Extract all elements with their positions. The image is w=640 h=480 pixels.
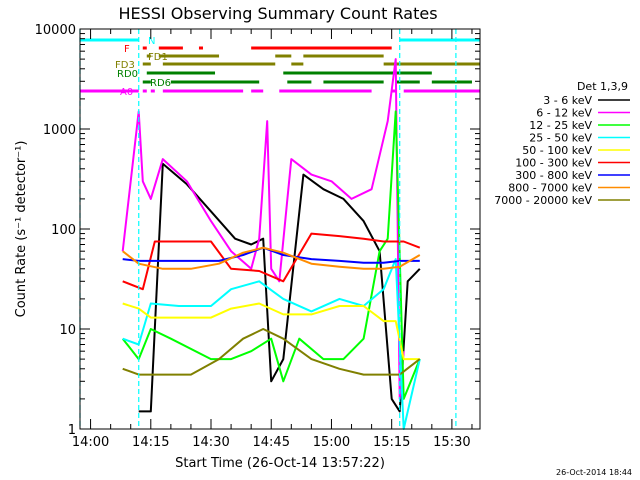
series-line — [122, 246, 420, 264]
x-tick-label: 15:15 — [373, 435, 410, 450]
x-axis-label: Start Time (26-Oct-14 13:57:22) — [175, 456, 385, 471]
legend-label: 12 - 25 keV — [529, 119, 592, 132]
series-line — [122, 258, 421, 430]
flag-label: FD1 — [148, 52, 168, 63]
y-tick-label: 1000 — [43, 123, 76, 138]
flag-label: A0 — [120, 87, 133, 98]
x-tick-label: 15:00 — [313, 435, 350, 450]
flag-label: FD3 — [115, 60, 135, 71]
y-axis-label: Count Rate (s⁻¹ detector⁻¹) — [14, 141, 29, 318]
y-tick-label: 100 — [51, 223, 76, 238]
legend-label: 800 - 7000 keV — [508, 182, 592, 195]
x-tick-label: 14:15 — [132, 435, 169, 450]
footer-timestamp: 26-Oct-2014 18:44 — [556, 468, 632, 477]
legend-label: 50 - 100 keV — [522, 144, 592, 157]
flag-label: N — [148, 36, 155, 47]
flag-label: RD6 — [150, 78, 171, 89]
legend-label: 25 - 50 keV — [529, 132, 592, 145]
legend-label: 7000 - 20000 keV — [494, 194, 592, 207]
x-tick-label: 14:45 — [253, 435, 290, 450]
y-tick-label: 1 — [68, 423, 76, 438]
series-line — [122, 246, 421, 270]
series-line — [122, 302, 420, 361]
series-line — [121, 110, 421, 400]
series-line — [121, 58, 405, 400]
x-tick-label: 14:00 — [72, 435, 109, 450]
chart-title: HESSI Observing Summary Count Rates — [118, 4, 437, 23]
series-line — [122, 232, 421, 291]
legend-label: 6 - 12 keV — [536, 107, 592, 120]
x-tick-label: 15:30 — [433, 435, 470, 450]
x-tick-label: 14:30 — [192, 435, 229, 450]
flag-label: F — [124, 44, 130, 55]
series-lines — [121, 58, 421, 430]
legend-title: Det 1,3,9 — [577, 80, 628, 93]
axes: 1 10 100 1000 10000 14:00 14:15 14:30 14:45 15:00… — [35, 23, 480, 450]
flag-label: RD0 — [117, 69, 138, 80]
series-line — [122, 328, 421, 376]
series-line — [138, 162, 421, 413]
legend-label: 3 - 6 keV — [543, 94, 592, 107]
y-tick-label: 10000 — [35, 23, 76, 38]
y-tick-label: 10 — [59, 323, 76, 338]
legend-label: 300 - 800 keV — [515, 169, 592, 182]
legend-label: 100 - 300 keV — [515, 157, 592, 170]
vertical-markers — [79, 29, 457, 429]
